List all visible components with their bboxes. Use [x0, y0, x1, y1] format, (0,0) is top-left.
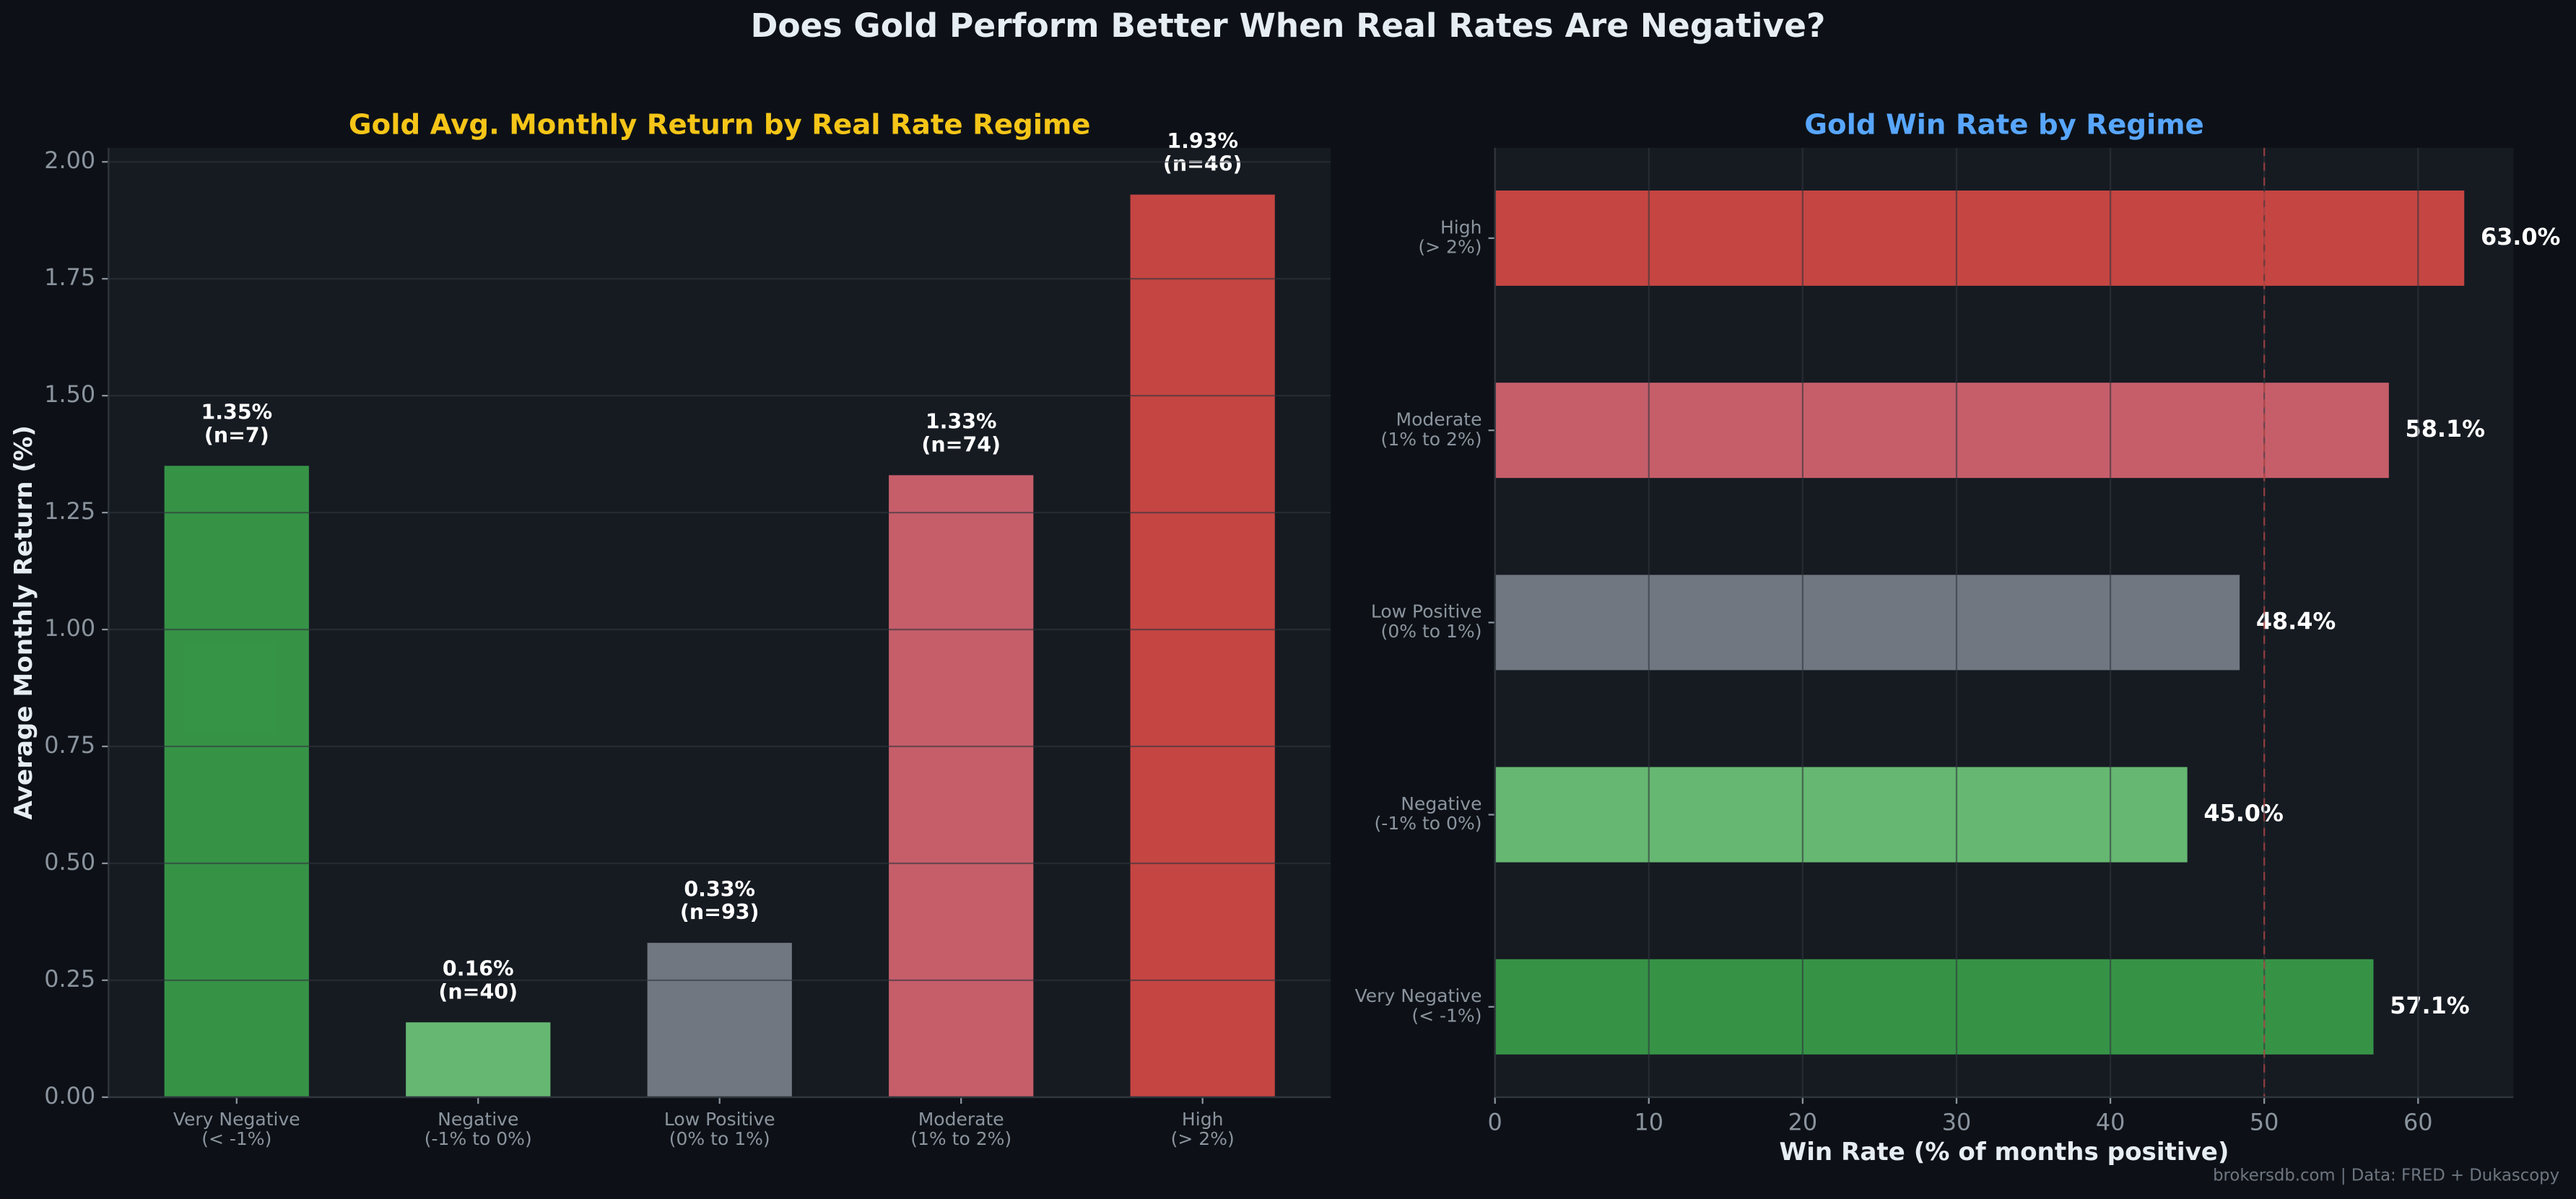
bar [1494, 959, 2374, 1055]
y-tick-label: (< -1%) [1411, 1005, 1481, 1026]
x-tick-label: 30 [1942, 1108, 1972, 1135]
chart-title: Gold Win Rate by Regime [1804, 109, 2204, 141]
bar [1494, 383, 2389, 479]
y-axis-label: Average Monthly Return (%) [9, 425, 38, 819]
value-label: (n=40) [438, 980, 518, 1003]
bar [1494, 767, 2188, 863]
x-tick-label: 0 [1488, 1108, 1502, 1135]
value-label: (n=93) [680, 900, 760, 924]
value-label: 0.16% [443, 956, 514, 980]
y-tick-label: 2.00 [44, 147, 95, 174]
figure-title: Does Gold Perform Better When Real Rates… [751, 6, 1826, 45]
value-label: 63.0% [2481, 223, 2560, 250]
value-label: (n=74) [921, 432, 1001, 456]
y-tick-label: 1.00 [44, 614, 95, 642]
bar [164, 466, 309, 1097]
value-label: 57.1% [2390, 992, 2469, 1019]
value-label: 45.0% [2203, 800, 2283, 827]
x-tick-label: Very Negative [173, 1109, 300, 1130]
y-tick-label: (0% to 1%) [1381, 621, 1482, 642]
x-tick-label: Negative [438, 1109, 518, 1130]
y-tick-label: 1.25 [44, 497, 95, 525]
value-label: 0.33% [684, 877, 755, 901]
x-tick-label: 20 [1788, 1108, 1818, 1135]
y-tick-label: (-1% to 0%) [1375, 813, 1482, 834]
value-label: 1.93% [1167, 129, 1238, 153]
x-tick-label: Moderate [918, 1109, 1004, 1130]
value-label: (n=46) [1163, 152, 1243, 176]
chart-title: Gold Avg. Monthly Return by Real Rate Re… [349, 109, 1091, 141]
x-tick-label: 60 [2403, 1108, 2433, 1135]
value-label: 58.1% [2406, 415, 2485, 442]
x-tick-label: Low Positive [664, 1109, 775, 1130]
x-tick-label: (> 2%) [1171, 1128, 1235, 1149]
x-tick-label: (-1% to 0%) [425, 1128, 532, 1149]
value-label: (n=7) [204, 423, 269, 447]
bar [1494, 190, 2465, 286]
y-tick-label: 0.25 [44, 965, 95, 993]
y-tick-label: High [1440, 217, 1482, 237]
footnote: brokersdb.com | Data: FRED + Dukascopy [2213, 1167, 2559, 1185]
y-tick-label: (1% to 2%) [1381, 429, 1482, 450]
bar [647, 943, 792, 1097]
y-tick-label: 0.00 [44, 1082, 95, 1109]
plot-area [108, 147, 1331, 1097]
y-tick-label: Moderate [1396, 409, 1482, 430]
value-label: 48.4% [2256, 607, 2336, 635]
x-tick-label: 50 [2250, 1108, 2279, 1135]
y-tick-label: Low Positive [1371, 601, 1482, 622]
y-tick-label: 0.75 [44, 731, 95, 759]
y-tick-label: 0.50 [44, 848, 95, 876]
y-tick-label: Negative [1401, 793, 1481, 814]
bar [1130, 194, 1275, 1097]
y-tick-label: 1.75 [44, 263, 95, 291]
x-axis-label: Win Rate (% of months positive) [1780, 1138, 2229, 1167]
y-tick-label: (> 2%) [1418, 237, 1481, 258]
value-label: 1.35% [201, 401, 272, 424]
bar [406, 1022, 551, 1097]
x-tick-label: 40 [2096, 1108, 2125, 1135]
y-tick-label: Very Negative [1355, 985, 1482, 1006]
x-tick-label: (0% to 1%) [669, 1128, 770, 1149]
x-tick-label: (1% to 2%) [910, 1128, 1011, 1149]
x-tick-label: 10 [1635, 1108, 1664, 1135]
x-tick-label: High [1182, 1109, 1224, 1130]
value-label: 1.33% [926, 409, 997, 433]
y-tick-label: 1.50 [44, 380, 95, 408]
bar [889, 475, 1034, 1097]
x-tick-label: (< -1%) [201, 1128, 271, 1149]
bar [1494, 575, 2240, 671]
